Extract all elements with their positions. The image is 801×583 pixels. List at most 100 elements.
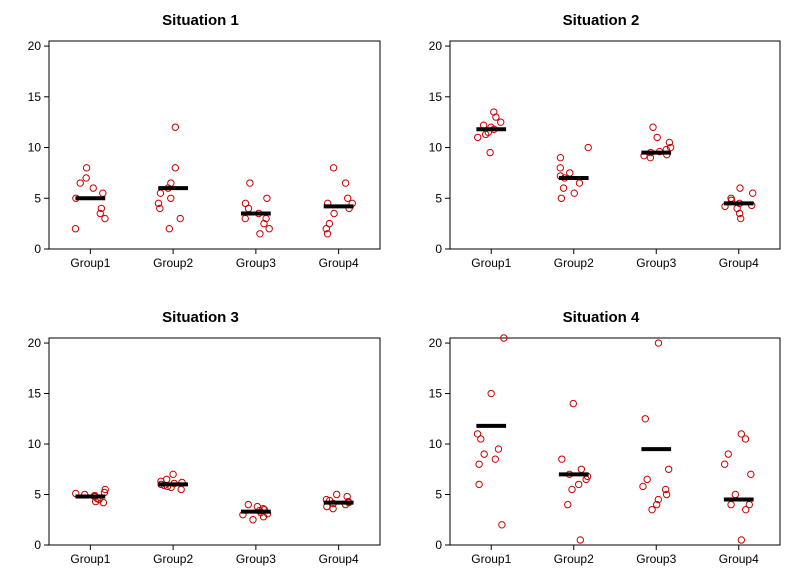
data-point — [157, 190, 163, 196]
y-tick-label: 20 — [429, 336, 443, 350]
y-tick-label: 10 — [28, 141, 42, 155]
data-point — [728, 501, 734, 507]
x-category-label: Group1 — [471, 256, 511, 270]
data-point — [746, 501, 752, 507]
data-point — [644, 476, 650, 482]
x-category-label: Group3 — [236, 256, 276, 270]
data-point — [748, 471, 754, 477]
data-point — [177, 215, 183, 221]
x-category-label: Group4 — [719, 552, 759, 566]
data-point — [750, 190, 756, 196]
y-tick-label: 5 — [34, 191, 41, 205]
data-point — [654, 134, 660, 140]
x-category-label: Group4 — [319, 256, 359, 270]
data-point — [655, 340, 661, 346]
data-point — [83, 175, 89, 181]
data-point — [578, 466, 584, 472]
data-point — [83, 165, 89, 171]
data-point — [245, 501, 251, 507]
panel-title: Situation 1 — [162, 12, 239, 29]
y-tick-label: 0 — [34, 242, 41, 256]
data-point — [77, 180, 83, 186]
plot-area: 05101520Group1Group2Group3Group4 — [15, 334, 386, 573]
data-point — [732, 491, 738, 497]
y-tick-label: 20 — [429, 39, 443, 53]
stripchart: 05101520Group1Group2Group3Group4 — [416, 334, 786, 573]
plot-box — [49, 41, 380, 249]
data-point — [565, 501, 571, 507]
stripchart: 05101520Group1Group2Group3Group4 — [15, 334, 386, 573]
data-point — [567, 170, 573, 176]
y-tick-label: 5 — [435, 191, 442, 205]
x-category-label: Group2 — [153, 256, 193, 270]
data-point — [571, 190, 577, 196]
plot-box — [450, 338, 780, 545]
data-point — [642, 416, 648, 422]
plot-area: 05101520Group1Group2Group3Group4 — [416, 334, 786, 573]
data-point — [738, 431, 744, 437]
data-point — [577, 537, 583, 543]
x-category-label: Group3 — [636, 256, 676, 270]
panel-situation-2: Situation 2 05101520Group1Group2Group3Gr… — [416, 10, 786, 277]
x-category-label: Group1 — [70, 552, 110, 566]
data-point — [495, 446, 501, 452]
x-category-label: Group4 — [319, 552, 359, 566]
data-point — [168, 195, 174, 201]
x-category-label: Group1 — [70, 256, 110, 270]
y-tick-label: 5 — [435, 488, 442, 502]
data-point — [333, 491, 339, 497]
data-point — [570, 400, 576, 406]
data-point — [665, 466, 671, 472]
data-point — [331, 210, 337, 216]
data-point — [72, 226, 78, 232]
data-point — [640, 483, 646, 489]
y-tick-label: 15 — [429, 90, 443, 104]
x-category-label: Group1 — [471, 552, 511, 566]
plot-area: 05101520Group1Group2Group3Group4 — [416, 37, 786, 277]
stripchart: 0 5 10 15 20 Group1 Group2 Group3 Group4 — [15, 37, 386, 277]
y-tick-label: 10 — [28, 437, 42, 451]
data-point — [178, 486, 184, 492]
data-point — [738, 537, 744, 543]
data-point — [247, 180, 253, 186]
plot-box — [49, 338, 380, 545]
data-point — [102, 215, 108, 221]
data-point — [172, 165, 178, 171]
y-tick-label: 0 — [34, 538, 41, 552]
data-point — [492, 456, 498, 462]
data-point — [481, 451, 487, 457]
data-point — [488, 390, 494, 396]
data-point — [326, 220, 332, 226]
data-point — [166, 226, 172, 232]
x-category-label: Group4 — [719, 256, 759, 270]
data-point — [266, 226, 272, 232]
data-point — [242, 215, 248, 221]
data-point — [342, 180, 348, 186]
data-point — [100, 190, 106, 196]
y-tick-label: 15 — [28, 387, 42, 401]
x-category-label: Group2 — [153, 552, 193, 566]
data-point — [498, 119, 504, 125]
data-point — [499, 522, 505, 528]
panel-title: Situation 4 — [563, 309, 640, 326]
y-tick-label: 5 — [34, 488, 41, 502]
data-point — [172, 124, 178, 130]
data-point — [560, 185, 566, 191]
y-tick-label: 10 — [429, 437, 443, 451]
data-point — [250, 517, 256, 523]
data-point — [476, 481, 482, 487]
data-point — [559, 456, 565, 462]
data-point — [557, 165, 563, 171]
data-point — [737, 185, 743, 191]
panel-situation-1: Situation 1 0 5 10 15 20 Group1 Group2 Group3 Gr… — [15, 10, 386, 277]
y-tick-label: 20 — [28, 39, 42, 53]
data-point — [576, 180, 582, 186]
y-tick-label: 15 — [28, 90, 42, 104]
data-point — [569, 486, 575, 492]
data-point — [242, 200, 248, 206]
data-point — [557, 154, 563, 160]
plot-area: 0 5 10 15 20 Group1 Group2 Group3 Group4 — [15, 37, 386, 277]
x-category-label: Group3 — [636, 552, 676, 566]
data-point — [576, 481, 582, 487]
y-tick-label: 15 — [429, 387, 443, 401]
